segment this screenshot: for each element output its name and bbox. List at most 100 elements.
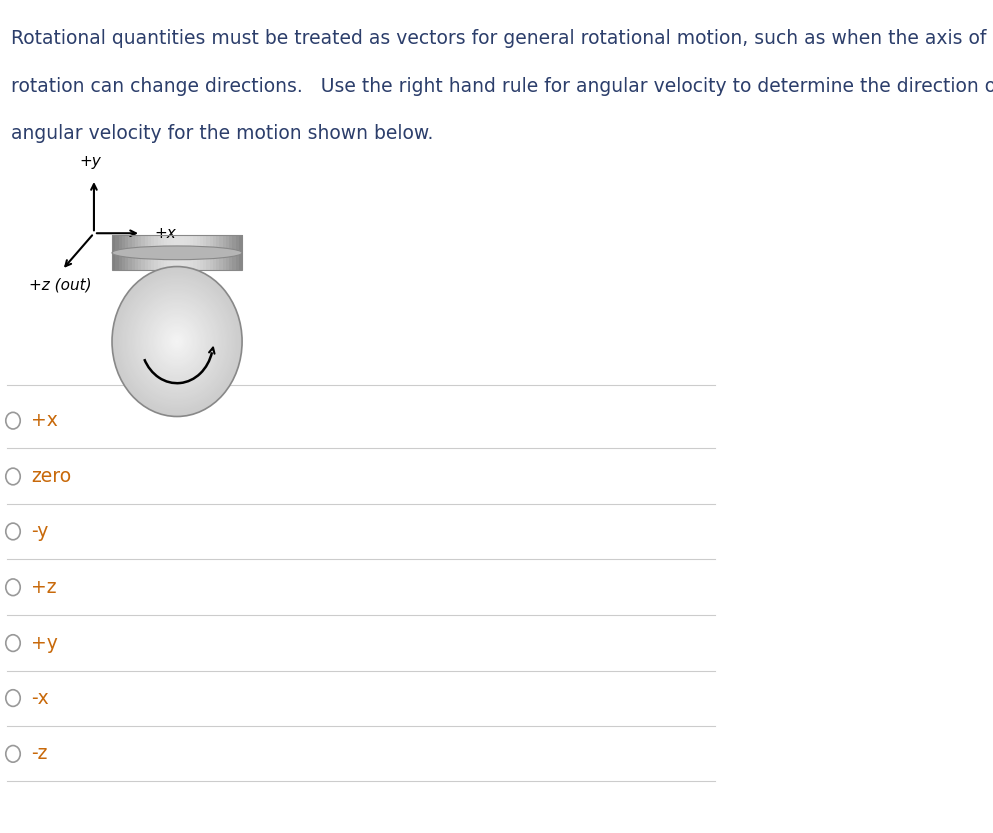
Bar bbox=[190, 235, 194, 270]
Circle shape bbox=[137, 295, 217, 388]
Bar bbox=[112, 235, 242, 270]
Bar bbox=[125, 235, 129, 270]
Circle shape bbox=[145, 304, 210, 379]
Circle shape bbox=[135, 293, 218, 390]
Text: +y: +y bbox=[31, 634, 58, 652]
Bar bbox=[207, 235, 211, 270]
Bar bbox=[210, 235, 213, 270]
Bar bbox=[225, 235, 229, 270]
Bar bbox=[222, 235, 226, 270]
Text: -x: -x bbox=[31, 689, 49, 707]
Text: angular velocity for the motion shown below.: angular velocity for the motion shown be… bbox=[11, 124, 433, 143]
Text: Rotational quantities must be treated as vectors for general rotational motion, : Rotational quantities must be treated as… bbox=[11, 29, 986, 48]
Bar bbox=[148, 235, 152, 270]
Text: +z: +z bbox=[31, 578, 57, 596]
Bar bbox=[141, 235, 145, 270]
Circle shape bbox=[164, 327, 190, 357]
Circle shape bbox=[141, 300, 213, 383]
Circle shape bbox=[168, 331, 186, 352]
Circle shape bbox=[163, 325, 192, 358]
Circle shape bbox=[113, 268, 240, 415]
Circle shape bbox=[124, 280, 230, 403]
Text: zero: zero bbox=[31, 467, 71, 486]
Bar bbox=[200, 235, 204, 270]
Bar bbox=[167, 235, 171, 270]
Circle shape bbox=[6, 412, 20, 429]
Text: +z (out): +z (out) bbox=[29, 277, 91, 292]
Circle shape bbox=[158, 319, 197, 364]
Circle shape bbox=[159, 321, 196, 362]
Circle shape bbox=[134, 292, 220, 391]
Circle shape bbox=[167, 330, 188, 353]
Text: +x: +x bbox=[31, 412, 58, 430]
Circle shape bbox=[122, 278, 231, 405]
Bar bbox=[184, 235, 188, 270]
Circle shape bbox=[176, 340, 179, 343]
Text: -z: -z bbox=[31, 745, 48, 763]
Circle shape bbox=[147, 307, 207, 376]
Circle shape bbox=[117, 272, 237, 411]
Text: +y: +y bbox=[79, 154, 101, 169]
Bar bbox=[171, 235, 175, 270]
Bar bbox=[235, 235, 239, 270]
Bar bbox=[219, 235, 223, 270]
Text: -y: -y bbox=[31, 522, 49, 541]
Circle shape bbox=[120, 276, 234, 407]
Bar bbox=[115, 235, 119, 270]
Bar bbox=[213, 235, 216, 270]
Ellipse shape bbox=[112, 246, 242, 260]
Circle shape bbox=[166, 328, 189, 355]
Circle shape bbox=[162, 323, 193, 360]
Bar bbox=[154, 235, 158, 270]
Bar bbox=[131, 235, 135, 270]
Bar bbox=[194, 235, 198, 270]
Bar bbox=[138, 235, 142, 270]
Circle shape bbox=[114, 270, 239, 413]
Circle shape bbox=[171, 334, 184, 349]
Circle shape bbox=[154, 315, 201, 368]
Circle shape bbox=[130, 287, 223, 396]
Circle shape bbox=[6, 579, 20, 596]
Circle shape bbox=[143, 302, 211, 381]
Circle shape bbox=[151, 312, 203, 372]
Bar bbox=[197, 235, 201, 270]
Circle shape bbox=[6, 746, 20, 762]
Bar bbox=[161, 235, 165, 270]
Circle shape bbox=[126, 283, 227, 400]
Circle shape bbox=[6, 523, 20, 540]
Circle shape bbox=[150, 310, 205, 373]
Circle shape bbox=[152, 313, 202, 370]
Circle shape bbox=[112, 267, 242, 416]
Text: rotation can change directions.   Use the right hand rule for angular velocity t: rotation can change directions. Use the … bbox=[11, 77, 993, 96]
Bar bbox=[118, 235, 122, 270]
Bar bbox=[239, 235, 243, 270]
Circle shape bbox=[116, 271, 238, 412]
Bar bbox=[229, 235, 233, 270]
Circle shape bbox=[175, 338, 180, 345]
Circle shape bbox=[146, 306, 209, 377]
Bar bbox=[145, 235, 149, 270]
Bar bbox=[177, 235, 181, 270]
Circle shape bbox=[133, 291, 221, 392]
Bar bbox=[122, 235, 126, 270]
Circle shape bbox=[142, 301, 213, 382]
Circle shape bbox=[125, 282, 229, 402]
Bar bbox=[135, 235, 139, 270]
Circle shape bbox=[148, 308, 206, 375]
Bar bbox=[174, 235, 178, 270]
Circle shape bbox=[6, 468, 20, 485]
Circle shape bbox=[156, 317, 198, 366]
Circle shape bbox=[128, 285, 226, 398]
Circle shape bbox=[155, 316, 200, 367]
Circle shape bbox=[129, 286, 225, 397]
Bar bbox=[151, 235, 155, 270]
Circle shape bbox=[172, 336, 183, 347]
Bar bbox=[158, 235, 162, 270]
Circle shape bbox=[173, 337, 181, 346]
Text: +x: +x bbox=[154, 226, 176, 241]
Circle shape bbox=[169, 332, 185, 351]
Circle shape bbox=[6, 635, 20, 651]
Bar bbox=[232, 235, 236, 270]
Circle shape bbox=[139, 298, 214, 385]
Bar bbox=[181, 235, 185, 270]
